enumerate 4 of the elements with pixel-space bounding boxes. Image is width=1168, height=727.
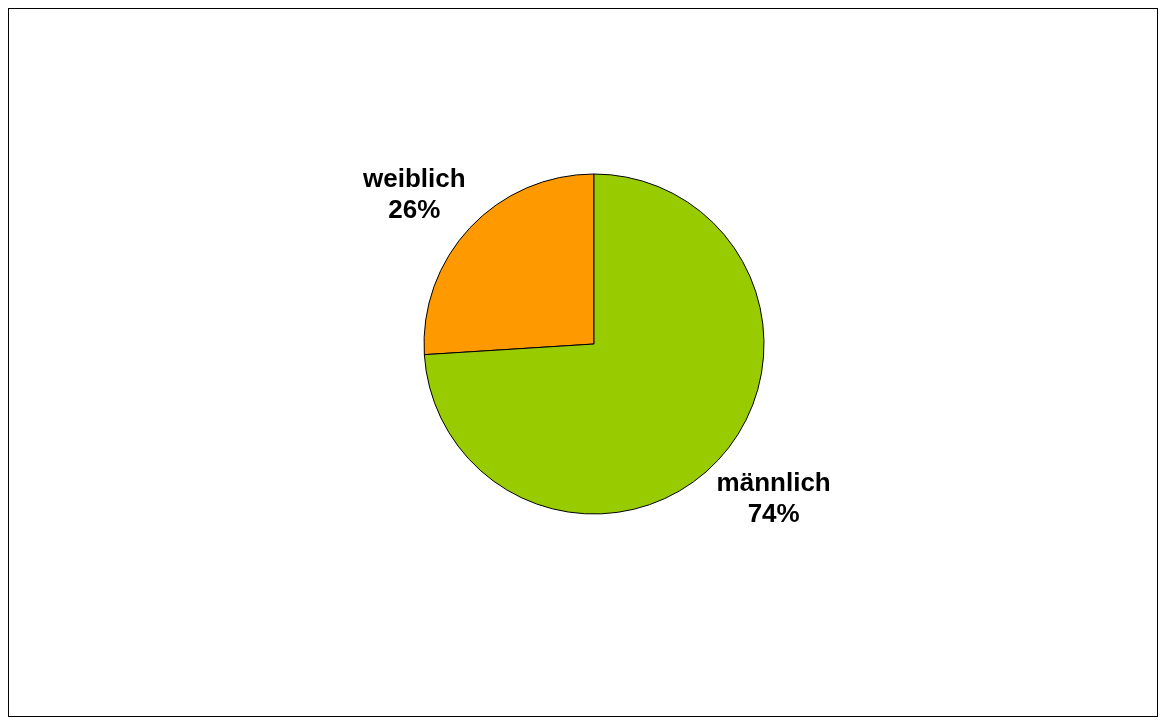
data-label: 74% bbox=[747, 497, 800, 528]
slice-label: männlich bbox=[716, 466, 831, 497]
data-label: 26% bbox=[388, 194, 441, 225]
slice-label: weiblich bbox=[362, 162, 466, 193]
